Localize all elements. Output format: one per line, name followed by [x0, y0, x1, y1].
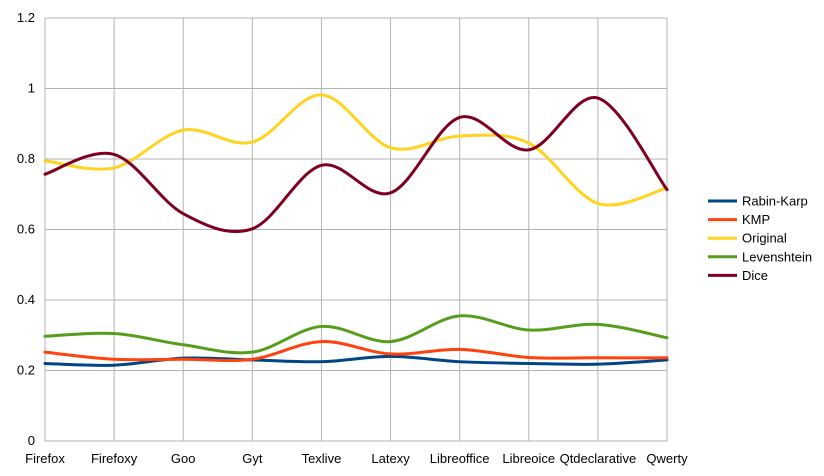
x-tick-label: Goo	[171, 451, 196, 466]
y-tick-label: 0.4	[17, 292, 35, 307]
series-line-original	[43, 93, 669, 207]
y-tick-label: 1	[28, 81, 35, 96]
legend-label-levenshtein: Levenshtein	[742, 249, 812, 264]
x-tick-label: Gyt	[242, 451, 263, 466]
series-line-kmp	[43, 340, 669, 363]
legend-label-dice: Dice	[742, 268, 768, 283]
x-axis-tick-labels: Firefox Firefoxy Goo Gyt Texlive Latexy Libreo…	[25, 451, 688, 466]
y-tick-label: 0	[28, 433, 35, 448]
y-tick-label: 0.6	[17, 222, 35, 237]
legend: Rabin-Karp KMP Original Levenshtein Dice	[708, 194, 812, 283]
y-tick-label: 0.2	[17, 363, 35, 378]
x-tick-label: Libreoice	[502, 451, 555, 466]
x-tick-label: Texlive	[302, 451, 342, 466]
series-lines	[43, 93, 669, 367]
y-tick-label: 1.2	[17, 10, 35, 25]
legend-label-original: Original	[742, 231, 787, 246]
x-tick-label: Qwerty	[646, 451, 688, 466]
y-axis-tick-labels: 0 0.2 0.4 0.6 0.8 1 1.2	[17, 10, 35, 448]
x-tick-label: Latexy	[371, 451, 410, 466]
legend-label-kmp: KMP	[742, 212, 770, 227]
x-tick-label: Qtdeclarative	[560, 451, 637, 466]
legend-label-rabin-karp: Rabin-Karp	[742, 194, 808, 209]
series-line-dice	[43, 96, 669, 234]
x-tick-label: Libreoffice	[430, 451, 490, 466]
x-tick-label: Firefox	[25, 451, 65, 466]
series-line-levenshtein	[43, 314, 669, 355]
x-tick-label: Firefoxy	[91, 451, 138, 466]
series-line-rabin-karp	[43, 354, 669, 367]
y-tick-label: 0.8	[17, 151, 35, 166]
gridlines	[44, 17, 668, 442]
